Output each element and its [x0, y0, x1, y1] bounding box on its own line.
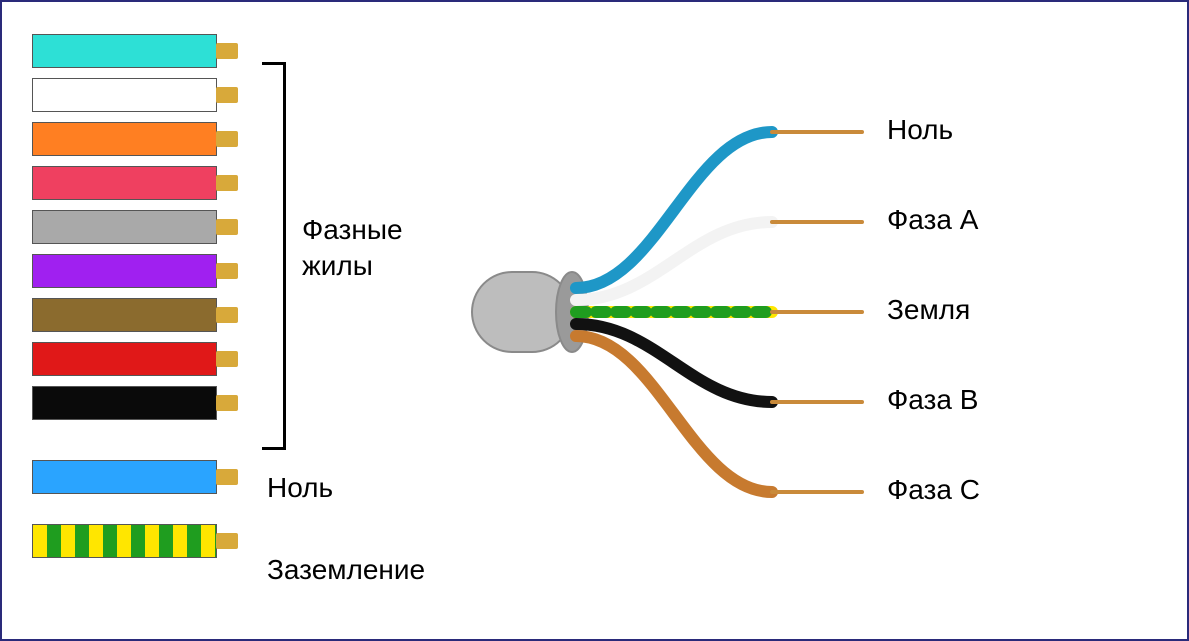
phase-swatch: [32, 254, 217, 288]
wire-label: Фаза C: [887, 474, 980, 506]
phase-swatch: [32, 34, 217, 68]
neutral-label: Ноль: [267, 470, 333, 506]
phase-swatch: [32, 78, 217, 112]
phase-swatch-row: [32, 340, 452, 378]
phase-swatch: [32, 386, 217, 420]
phase-swatch-row: [32, 384, 452, 422]
phase-swatch: [32, 298, 217, 332]
phase-swatch: [32, 342, 217, 376]
phase-bracket: [262, 62, 286, 450]
phase-swatch: [32, 210, 217, 244]
phase-group-label: Фазные жилы: [302, 212, 403, 285]
cable-diagram: Ноль Фаза А Земля Фаза B Фаза C: [472, 72, 1172, 572]
neutral-swatch-row: [32, 458, 452, 496]
phase-swatch-row: [32, 32, 452, 70]
wire-label: Фаза B: [887, 384, 978, 416]
phase-swatch-row: [32, 76, 452, 114]
phase-swatch-row: [32, 120, 452, 158]
phase-swatch: [32, 166, 217, 200]
wire-label: Ноль: [887, 114, 953, 146]
cable-svg: [472, 72, 1172, 572]
neutral-swatch: [32, 460, 217, 494]
phase-swatch-row: [32, 164, 452, 202]
ground-label: Заземление: [267, 552, 425, 588]
phase-swatch: [32, 122, 217, 156]
wire-label: Земля: [887, 294, 970, 326]
left-panel: Фазные жилы Ноль Заземление: [32, 32, 452, 560]
phase-swatch-row: [32, 296, 452, 334]
wire-label: Фаза А: [887, 204, 978, 236]
ground-swatch: [32, 524, 217, 558]
